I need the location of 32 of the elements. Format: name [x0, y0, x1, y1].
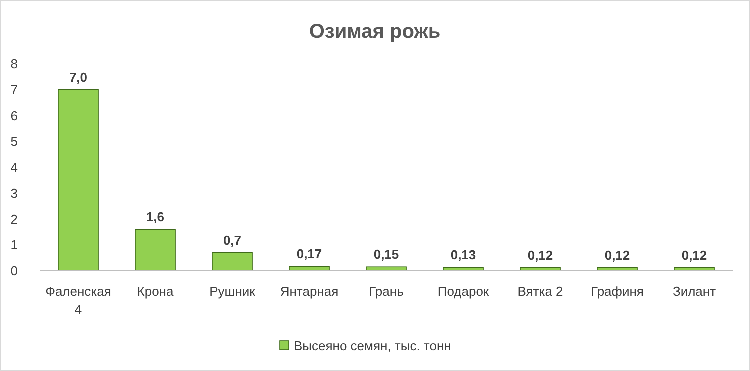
- y-tick-label: 8: [10, 56, 18, 72]
- data-label: 0,12: [604, 248, 630, 263]
- bar: [58, 89, 99, 272]
- data-label: 1,6: [146, 210, 165, 225]
- x-tick-label: Графиня: [591, 284, 644, 299]
- y-tick-label: 4: [10, 160, 18, 176]
- x-tick-label: Крона: [137, 284, 174, 299]
- data-label: 0,12: [528, 248, 554, 263]
- bar: [212, 252, 253, 272]
- x-tick-label: Подарок: [438, 284, 490, 299]
- y-tick-label: 1: [10, 238, 18, 253]
- x-tick-label: Зилант: [672, 284, 716, 299]
- data-label: 0,15: [374, 247, 400, 262]
- x-tick-label: Фаленская 4: [46, 284, 112, 317]
- y-tick-label: 5: [10, 134, 18, 150]
- y-tick-label: 7: [10, 82, 18, 98]
- data-label: 0,12: [682, 248, 708, 263]
- y-tick-label: 3: [10, 186, 18, 201]
- data-label: 7,0: [69, 70, 88, 85]
- x-tick-label: Грань: [369, 284, 404, 299]
- data-label: 0,17: [296, 246, 322, 262]
- x-tick-label: Вятка 2: [518, 284, 564, 299]
- x-tick-label: Рушник: [210, 284, 256, 299]
- legend-label: Высеяно семян, тыс. тонн: [294, 338, 452, 354]
- y-tick-label: 2: [10, 212, 18, 227]
- data-label: 0,13: [450, 248, 476, 263]
- x-tick-label: Янтарная: [280, 284, 339, 299]
- data-label: 0,7: [223, 232, 242, 248]
- y-tick-label: 6: [10, 108, 18, 124]
- bar: [135, 229, 176, 272]
- chart-title: Озимая рожь: [309, 21, 441, 43]
- y-tick-label: 0: [10, 264, 18, 279]
